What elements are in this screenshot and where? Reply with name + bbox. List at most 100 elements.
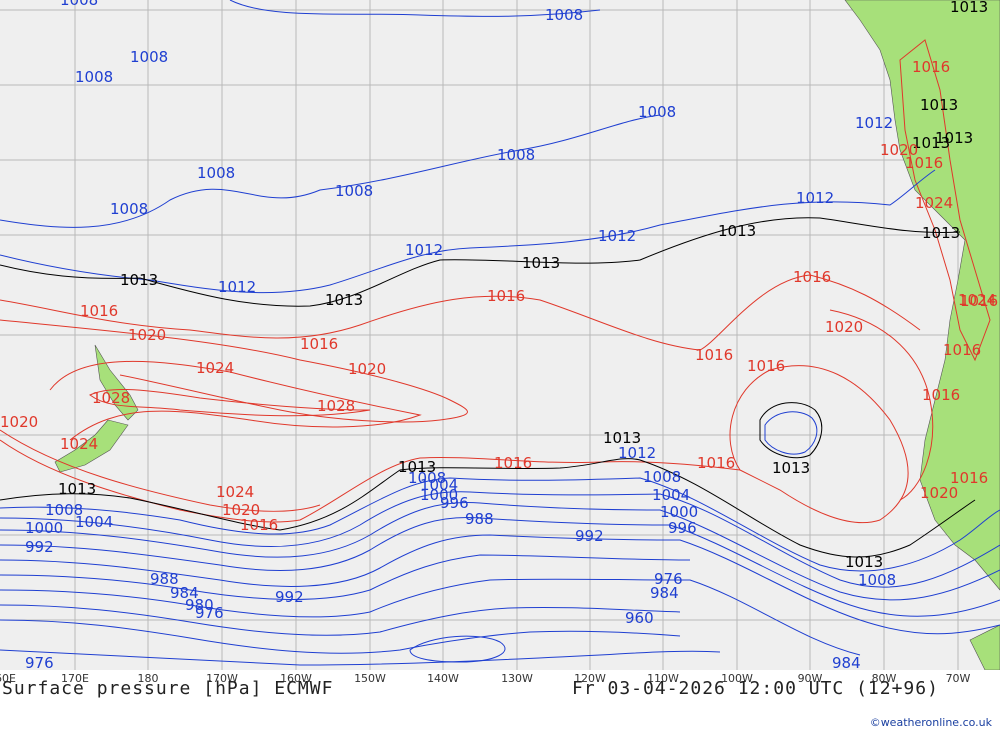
isobar-label-1024: 1024 (60, 435, 98, 453)
isobar-970-low (409, 635, 506, 663)
new-zealand-north (94, 344, 139, 421)
isobar-label-1016: 1016 (747, 357, 785, 375)
isobar-label-1013: 1013 (120, 271, 158, 289)
isobar-label-996: 996 (668, 519, 697, 537)
isobar-label-1000: 1000 (420, 486, 458, 504)
isobar-1013-south (0, 458, 976, 558)
isobar-label-1013: 1013 (922, 224, 960, 242)
isobar-label-984: 984 (832, 654, 861, 670)
isobar-label-1020: 1020 (880, 141, 918, 159)
isobar-label-992: 992 (275, 588, 304, 606)
longitude-label: 160W (280, 672, 312, 685)
pressure-map: 1008 1008 1008 1008 1008 1008 1008 1008 … (0, 0, 1000, 670)
isobar-label-1004: 1004 (420, 476, 458, 494)
isobar-label-980: 980 (185, 596, 214, 614)
isobar-1016-east-high (729, 365, 909, 524)
isobar-label-1013: 1013 (935, 129, 973, 147)
isobar-label-1024: 1024 (915, 194, 953, 212)
isobar-label-1020: 1020 (128, 326, 166, 344)
isobar-label-1013: 1013 (718, 222, 756, 240)
isobar-label-1012: 1012 (796, 189, 834, 207)
isobar-1024 (49, 360, 422, 441)
longitude-label: 130W (501, 672, 533, 685)
isobar-label-1000: 1000 (660, 503, 698, 521)
isobar-1012-low-ring (764, 411, 818, 455)
isobar-992 (0, 534, 1000, 635)
isobar-label-1013: 1013 (920, 96, 958, 114)
antarctic-peninsula (969, 624, 1000, 670)
isobar-960 (0, 649, 721, 666)
isobar-1020-east-high (829, 309, 934, 501)
isobar-label-1016: 1016 (695, 346, 733, 364)
isobar-label-1013: 1013 (772, 459, 810, 477)
isobar-1016-north (0, 274, 921, 351)
isobar-label-1016: 1016 (912, 58, 950, 76)
isobar-label-1008: 1008 (545, 6, 583, 24)
isobar-label-1004: 1004 (652, 486, 690, 504)
isobar-label-1016: 1016 (943, 341, 981, 359)
isobar-label-1028: 1028 (92, 389, 130, 407)
isobar-label-960: 960 (625, 609, 654, 627)
isobar-label-988: 988 (465, 510, 494, 528)
map-title: Surface pressure [hPa] ECMWF (2, 678, 334, 699)
isobar-label-1016: 1016 (922, 386, 960, 404)
isobar-label-1013: 1013 (912, 134, 950, 152)
isobar-label-1024: 1024 (196, 359, 234, 377)
isobar-label-1008: 1008 (110, 200, 148, 218)
isobar-label-1012: 1012 (218, 278, 256, 296)
isobar-label-1008: 1008 (75, 68, 113, 86)
isobar-label-976: 976 (25, 654, 54, 670)
longitude-label: 150W (354, 672, 386, 685)
isobar-label-1020: 1020 (825, 318, 863, 336)
isobar-label-1008: 1008 (408, 469, 446, 487)
isobar-label-988: 988 (150, 570, 179, 588)
isobar-label-1016: 1016 (240, 516, 278, 534)
isobar-label-1008: 1008 (130, 48, 168, 66)
isobar-988 (0, 554, 691, 600)
isobar-label-1016: 1016 (80, 302, 118, 320)
isobar-1004 (0, 491, 1000, 588)
isobar-996 (0, 517, 1000, 617)
isobar-label-1028: 1028 (317, 397, 355, 415)
isobar-label-1020: 1020 (348, 360, 386, 378)
longitude-label: 90W (797, 672, 823, 685)
isobar-label-992: 992 (575, 527, 604, 545)
credit-link[interactable]: ©weatheronline.co.uk (869, 716, 992, 729)
isobar-label-1016: 1016 (487, 287, 525, 305)
andes-terrain (899, 39, 991, 362)
landmasses (54, 0, 1000, 670)
isobar-label-992: 992 (25, 538, 54, 556)
isobar-label-1012: 1012 (855, 114, 893, 132)
south-america-coast (844, 0, 1000, 591)
isobar-label-1008: 1008 (60, 0, 98, 9)
isobar-1000 (0, 502, 1000, 601)
isobar-label-1008: 1008 (858, 571, 896, 589)
isobar-label-1020: 1020 (920, 484, 958, 502)
isobar-label-1016: 1016 (300, 335, 338, 353)
isobar-label-1024: 1024 (958, 291, 996, 309)
isobar-label-1013: 1013 (950, 0, 988, 16)
longitude-label: 100W (721, 672, 753, 685)
isobar-1013-north (0, 217, 961, 307)
isobar-label-1012: 1012 (405, 241, 443, 259)
isobar-label-1008: 1008 (497, 146, 535, 164)
isobar-label-1004: 1004 (75, 513, 113, 531)
longitude-label: 110W (647, 672, 679, 685)
isobar-label-1016: 1016 (697, 454, 735, 472)
isobar-label-1008: 1008 (643, 468, 681, 486)
isobar-label-1016: 1016 (960, 292, 998, 310)
isobar-label-1008: 1008 (45, 501, 83, 519)
longitude-label: 160E (0, 672, 16, 685)
isobar-984 (0, 578, 861, 656)
isobar-1028 (89, 388, 371, 417)
isobar-label-976: 976 (195, 604, 224, 622)
isobar-label-1013: 1013 (325, 291, 363, 309)
isobar-label-996: 996 (440, 494, 469, 512)
isobar-1008-north-2 (229, 0, 601, 17)
isobar-1020-south (0, 429, 321, 512)
isobar-label-984: 984 (650, 584, 679, 602)
isobar-1013-low-ring (759, 402, 823, 459)
isobar-980 (0, 604, 681, 636)
isobar-1008-north (0, 114, 661, 228)
isobar-label-1020: 1020 (0, 413, 38, 431)
